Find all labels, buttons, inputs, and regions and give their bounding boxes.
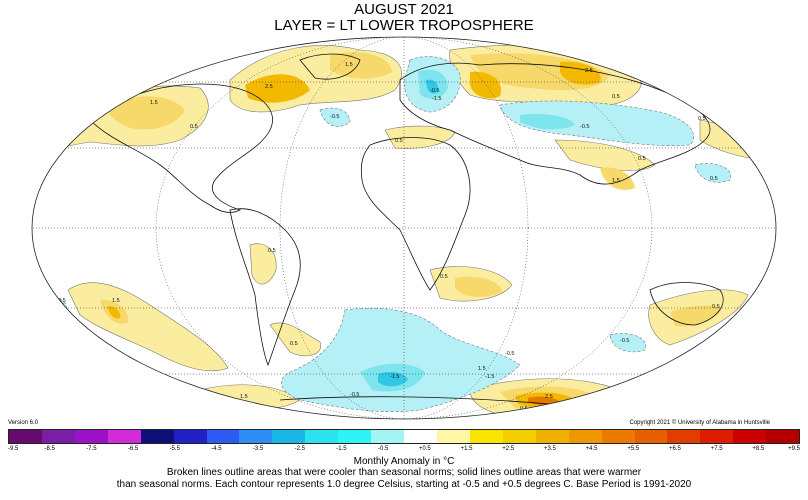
color-swatch	[206, 430, 240, 443]
contour-label: -0.5	[620, 338, 629, 344]
scale-tick-label: -6.5	[127, 446, 139, 452]
contour-label: 1.5	[240, 394, 248, 400]
contour-label: 0.5	[710, 176, 718, 182]
color-scale-ticks: -9.5 -8.5 -7.5 -6.5 -5.5 -4.5 -3.5 -2.5 -1.5 -0.5…	[8, 446, 800, 454]
graticule	[32, 37, 776, 419]
scale-tick-label: -8.5	[44, 446, 55, 452]
scale-tick-label: +9.5	[788, 446, 800, 452]
scale-tick-label: -0.5	[377, 446, 389, 452]
color-swatch	[272, 430, 306, 443]
color-swatch	[436, 430, 470, 443]
color-swatch	[74, 430, 108, 443]
warm-anomaly-regions	[39, 44, 766, 419]
contour-label: -0.5	[505, 351, 514, 357]
coastlines	[89, 53, 724, 406]
scale-tick-label: +7.5	[710, 446, 723, 452]
contour-label: 2.5	[545, 394, 553, 400]
color-swatch	[568, 430, 602, 443]
contour-label: 1.5	[612, 178, 620, 184]
scale-tick-label: +4.5	[585, 446, 598, 452]
scale-tick-label: -2.5	[294, 446, 305, 452]
contour-label: 2.5	[265, 84, 273, 90]
color-swatch	[601, 430, 635, 443]
contour-label: 0.5	[562, 44, 570, 50]
contour-label: 0.5	[122, 94, 130, 100]
cool-anomaly-regions	[44, 56, 732, 412]
scale-tick-label: +8.5	[752, 446, 765, 452]
contour-label: -1.5	[485, 374, 494, 380]
contour-label: -1.5	[432, 96, 441, 102]
color-swatch	[371, 430, 405, 443]
contour-label: 0.5	[140, 368, 148, 374]
contour-label: 0.5	[612, 94, 620, 100]
legend-note-line2: than seasonal norms. Each contour repres…	[116, 479, 692, 490]
scale-tick-label: +3.5	[543, 446, 556, 452]
color-swatch	[338, 430, 372, 443]
color-swatch	[700, 430, 734, 443]
contour-label: 1.5	[478, 366, 486, 372]
contour-label: 1.5	[345, 62, 353, 68]
scale-tick-label: -3.5	[252, 446, 264, 452]
color-swatch	[733, 430, 767, 443]
color-swatch	[239, 430, 273, 443]
contour-label: 0.5	[190, 124, 198, 130]
contour-label: 0.5	[440, 274, 448, 280]
color-swatch	[404, 430, 437, 443]
color-swatch	[305, 430, 339, 443]
color-swatch	[140, 430, 174, 443]
color-swatch	[107, 430, 141, 443]
scale-tick-label: +1.5	[460, 446, 473, 452]
unit-label: Monthly Anomaly in °C	[353, 456, 455, 467]
anomaly-map: 1.5 0.5 1.5 2.5 1.5 0.5 2.5 0.5 0.5 0.5 …	[31, 36, 777, 420]
scale-tick-label: -5.5	[169, 446, 180, 452]
contour-label: 0.5	[698, 116, 706, 122]
contour-label: 1.5	[112, 298, 120, 304]
color-swatch	[173, 430, 207, 443]
scale-tick-label: +5.5	[627, 446, 640, 452]
version-label: Version 6.0	[8, 420, 39, 426]
color-swatch	[535, 430, 569, 443]
contour-label: 0.5	[290, 341, 298, 347]
contour-label: 0.5	[638, 156, 646, 162]
color-swatch	[667, 430, 701, 443]
color-swatch	[41, 430, 75, 443]
scale-tick-label: -7.5	[86, 446, 97, 452]
scale-tick-label: -9.5	[8, 446, 19, 452]
contour-label: -0.5	[430, 88, 439, 94]
contour-label: -0.5	[330, 114, 339, 120]
contour-label: 0.5	[712, 304, 720, 310]
contour-label: 0.5	[58, 298, 66, 304]
color-swatch	[9, 430, 42, 443]
map-title: AUGUST 2021	[354, 1, 454, 18]
scale-tick-label: +0.5	[418, 446, 431, 452]
color-swatch	[502, 430, 536, 443]
scale-tick-label: +6.5	[669, 446, 681, 452]
contour-label: -0.5	[580, 124, 589, 130]
color-swatch	[766, 430, 800, 443]
copyright-notice: Copyright 2021 © University of Alabama i…	[629, 420, 771, 426]
contour-label: 2.5	[585, 68, 593, 74]
contour-label: 0.5	[268, 248, 276, 254]
contour-label: -1.5	[390, 374, 399, 380]
scale-tick-label: -1.5	[336, 446, 347, 452]
color-swatch	[469, 430, 503, 443]
contour-label: -0.5	[350, 392, 359, 398]
color-scale-bar	[8, 429, 800, 444]
globe-outline	[31, 36, 777, 420]
color-swatch	[634, 430, 668, 443]
scale-tick-label: +2.5	[502, 446, 515, 452]
legend-note-line1: Broken lines outline areas that were coo…	[166, 467, 642, 478]
scale-tick-label: -4.5	[211, 446, 222, 452]
contour-label: 0.5	[395, 138, 403, 144]
layer-subtitle: LAYER = LT LOWER TROPOSPHERE	[274, 17, 534, 34]
contour-label: 1.5	[150, 100, 158, 106]
